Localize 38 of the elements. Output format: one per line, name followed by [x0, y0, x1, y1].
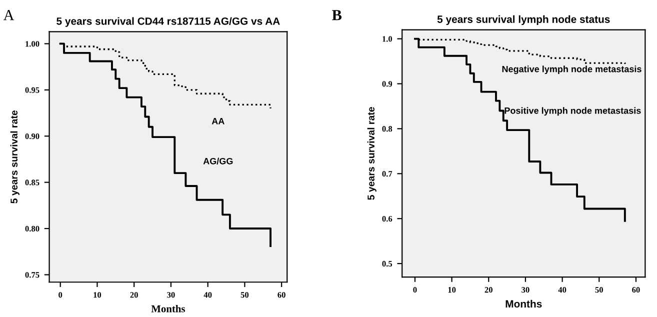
- y-tick-label: 0.7: [382, 171, 392, 177]
- y-tick-label: 0.80: [25, 226, 40, 232]
- chart-title: 5 years survival lymph node status: [437, 15, 610, 26]
- y-tick-label: 0.6: [382, 216, 392, 222]
- series-label: Positive lymph node metastasis: [504, 107, 641, 116]
- x-tick-label: 40: [204, 292, 212, 298]
- series-label: AA: [212, 118, 224, 124]
- text: A: [3, 10, 14, 20]
- x-tick-label: 60: [278, 292, 286, 298]
- x-tick-label: 30: [522, 287, 530, 293]
- y-axis-title: 5 years survival rate: [10, 110, 20, 204]
- text: AG/GG: [203, 158, 233, 164]
- x-tick-label: 40: [558, 287, 566, 293]
- y-tick-label: 0.95: [25, 87, 40, 93]
- x-tick-label: 10: [94, 292, 102, 298]
- y-tick-label: 0.85: [25, 180, 40, 186]
- x-tick-label: 0: [413, 287, 417, 293]
- x-tick-label: 60: [632, 287, 640, 293]
- x-tick-label: 50: [595, 287, 603, 293]
- series-label: Negative lymph node metastasis: [502, 66, 642, 74]
- x-axis-title: Months: [151, 304, 186, 312]
- y-tick-label: 1.0: [382, 36, 392, 42]
- chart-title: 5 years survival CD44 rs187115 AG/GG vs AA: [56, 17, 280, 27]
- y-axis-title: 5 years survival rate: [367, 107, 376, 200]
- y-tick-label: 0.8: [382, 126, 392, 132]
- x-tick-label: 10: [448, 287, 456, 293]
- text: B: [332, 10, 342, 20]
- y-tick-label: 0.75: [25, 272, 40, 278]
- x-tick-label: 0: [58, 292, 62, 298]
- x-tick-label: 30: [167, 292, 175, 298]
- x-tick-label: 20: [130, 292, 138, 298]
- y-tick-label: 0.5: [382, 260, 392, 267]
- x-axis-title: Months: [506, 300, 542, 308]
- y-tick-label: 1.00: [26, 41, 40, 47]
- y-tick-label: 0.90: [25, 133, 40, 140]
- x-tick-label: 50: [240, 292, 249, 298]
- y-tick-label: 0.9: [382, 81, 392, 87]
- x-tick-label: 20: [484, 287, 492, 293]
